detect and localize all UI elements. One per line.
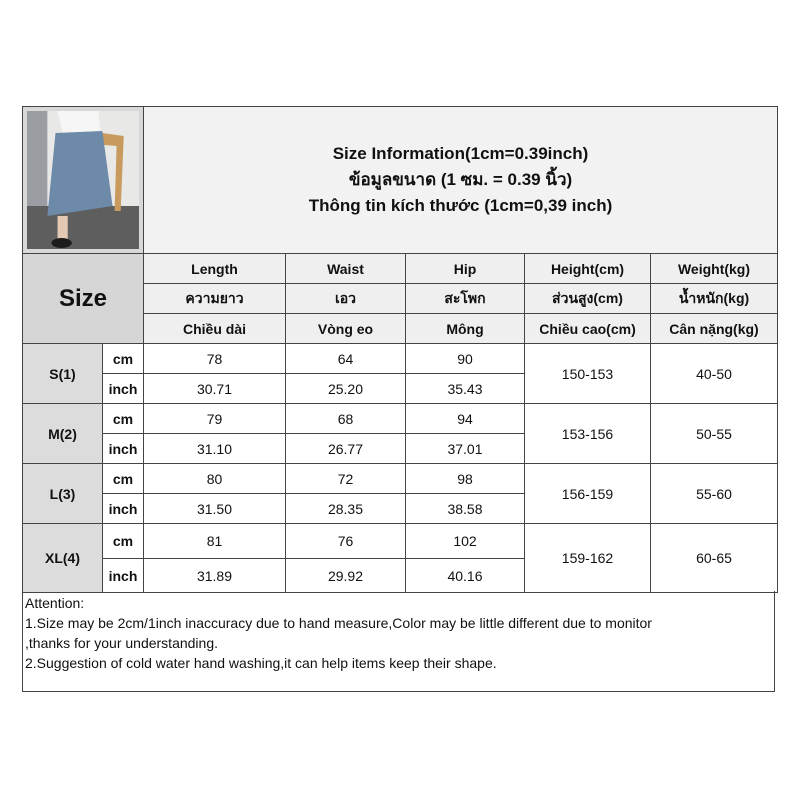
measurement-cell: 35.43 <box>405 373 525 404</box>
size-label: S(1) <box>22 343 103 404</box>
measurement-cell: 94 <box>405 403 525 434</box>
column-header-en: Length <box>143 253 286 284</box>
column-header-th: เอว <box>285 283 406 314</box>
column-header-th: ความยาว <box>143 283 286 314</box>
measurement-cell: 98 <box>405 463 525 494</box>
measurement-cell: 102 <box>405 523 525 559</box>
height-range-cell: 156-159 <box>524 463 651 524</box>
measurement-cell: 30.71 <box>143 373 286 404</box>
size-label: XL(4) <box>22 523 103 593</box>
unit-label: inch <box>102 493 144 524</box>
column-header-th: น้ำหนัก(kg) <box>650 283 778 314</box>
title-thai: ข้อมูลขนาด (1 ซม. = 0.39 นิ้ว) <box>348 170 573 189</box>
measurement-cell: 31.89 <box>143 558 286 593</box>
measurement-cell: 28.35 <box>285 493 406 524</box>
height-range-cell: 159-162 <box>524 523 651 593</box>
measurement-cell: 68 <box>285 403 406 434</box>
column-header-th: ส่วนสูง(cm) <box>524 283 651 314</box>
measurement-cell: 26.77 <box>285 433 406 464</box>
column-header-vi: Chiều cao(cm) <box>524 313 651 344</box>
measurement-cell: 80 <box>143 463 286 494</box>
column-header-vi: Cân nặng(kg) <box>650 313 778 344</box>
title-english: Size Information(1cm=0.39inch) <box>332 144 589 163</box>
column-header-vi: Chiều dài <box>143 313 286 344</box>
unit-label: cm <box>102 403 144 434</box>
size-row-cm: XL(4) cm 81 76 102 159-162 60-65 <box>22 523 778 593</box>
column-header-th: สะโพก <box>405 283 525 314</box>
measurement-cell: 81 <box>143 523 286 559</box>
size-row-cm: L(3) cm 80 72 98 156-159 55-60 <box>22 463 778 524</box>
measurement-cell: 90 <box>405 343 525 374</box>
size-label: M(2) <box>22 403 103 464</box>
size-row-cm: M(2) cm 79 68 94 153-156 50-55 <box>22 403 778 464</box>
unit-label: cm <box>102 523 144 559</box>
column-header-vi: Mông <box>405 313 525 344</box>
size-row-cm: S(1) cm 78 64 90 150-153 40-50 <box>22 343 778 404</box>
attention-line-2: 2.Suggestion of cold water hand washing,… <box>25 655 497 671</box>
chart-title: Size Information(1cm=0.39inch) ข้อมูลขนา… <box>143 106 778 254</box>
weight-range-cell: 55-60 <box>650 463 778 524</box>
size-chart-table: Size Information(1cm=0.39inch) ข้อมูลขนา… <box>22 106 778 593</box>
attention-line-1-continued: ,thanks for your understanding. <box>25 635 219 651</box>
unit-label: cm <box>102 343 144 374</box>
title-vietnamese: Thông tin kích thước (1cm=0,39 inch) <box>308 196 613 215</box>
measurement-cell: 76 <box>285 523 406 559</box>
column-header-en: Hip <box>405 253 525 284</box>
measurement-cell: 79 <box>143 403 286 434</box>
attention-line-1: 1.Size may be 2cm/1inch inaccuracy due t… <box>25 615 652 631</box>
size-header: Size <box>22 253 144 344</box>
product-photo <box>22 106 144 254</box>
attention-note: Attention: 1.Size may be 2cm/1inch inacc… <box>22 591 775 692</box>
height-range-cell: 153-156 <box>524 403 651 464</box>
measurement-cell: 37.01 <box>405 433 525 464</box>
unit-label: inch <box>102 373 144 404</box>
attention-heading: Attention: <box>25 595 85 611</box>
column-header-vi: Vòng eo <box>285 313 406 344</box>
measurement-cell: 25.20 <box>285 373 406 404</box>
weight-range-cell: 40-50 <box>650 343 778 404</box>
column-header-en: Height(cm) <box>524 253 651 284</box>
unit-label: inch <box>102 558 144 593</box>
size-label: L(3) <box>22 463 103 524</box>
weight-range-cell: 60-65 <box>650 523 778 593</box>
size-row-inch: inch 31.89 29.92 40.16 <box>23 558 778 593</box>
height-range-cell: 150-153 <box>524 343 651 404</box>
size-row-inch: inch 31.50 28.35 38.58 <box>23 493 778 524</box>
measurement-cell: 64 <box>285 343 406 374</box>
measurement-cell: 40.16 <box>405 558 525 593</box>
weight-range-cell: 50-55 <box>650 403 778 464</box>
unit-label: cm <box>102 463 144 494</box>
measurement-cell: 31.10 <box>143 433 286 464</box>
measurement-cell: 72 <box>285 463 406 494</box>
column-header-en: Weight(kg) <box>650 253 778 284</box>
measurement-cell: 78 <box>143 343 286 374</box>
size-row-inch: inch 31.10 26.77 37.01 <box>23 433 778 464</box>
column-header-en: Waist <box>285 253 406 284</box>
measurement-cell: 31.50 <box>143 493 286 524</box>
unit-label: inch <box>102 433 144 464</box>
measurement-cell: 29.92 <box>285 558 406 593</box>
measurement-cell: 38.58 <box>405 493 525 524</box>
